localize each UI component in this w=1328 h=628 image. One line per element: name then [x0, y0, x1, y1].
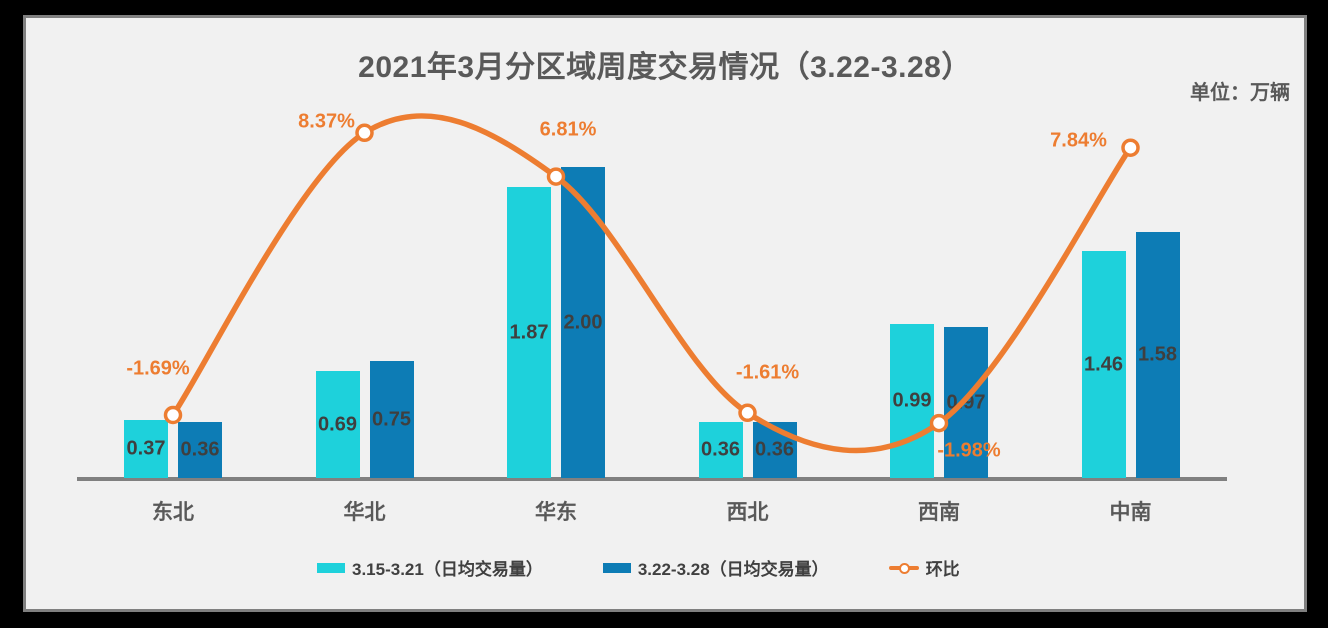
line-point-2 [546, 167, 566, 186]
legend-item-ratio: 环比 [888, 555, 960, 580]
category-label-1: 华北 [343, 501, 386, 524]
week2-swatch-icon [602, 562, 631, 573]
week1-swatch-icon [317, 562, 345, 573]
bar-value-label: 0.36 [755, 438, 794, 461]
line-point-0 [163, 405, 183, 425]
legend-item-week2: 3.22-3.28（日均交易量） [602, 555, 829, 580]
legend-label: 3.15-3.21（日均交易量） [352, 560, 543, 579]
bar-week2-1 [369, 361, 414, 478]
bar-value-label: 0.99 [892, 389, 932, 412]
unit-label: 单位：万辆 [1190, 82, 1290, 104]
bar-week1-1 [315, 371, 360, 478]
x-axis-line [77, 477, 1227, 481]
bar-week1-4 [890, 324, 934, 478]
chart-title: 2021年3月分区域周度交易情况（3.22-3.28） [358, 51, 972, 84]
line-point-4 [929, 413, 949, 433]
category-label-3: 西北 [726, 501, 769, 524]
pct-label-3: -1.61% [735, 361, 800, 384]
legend-item-week1: 3.15-3.21（日均交易量） [317, 555, 543, 580]
pct-label-1: 8.37% [298, 110, 355, 133]
bar-value-label: 2.00 [563, 311, 603, 333]
legend-label: 3.22-3.28（日均交易量） [637, 560, 829, 579]
pct-label-2: 6.81% [539, 118, 597, 141]
category-label-0: 东北 [152, 501, 194, 524]
line-point-5 [1121, 138, 1140, 157]
bar-week1-0 [124, 420, 168, 478]
line-point-1 [355, 123, 374, 143]
category-label-5: 中南 [1109, 501, 1152, 524]
bar-week1-2 [507, 187, 551, 478]
pct-label-0: -1.69% [126, 357, 190, 380]
category-label-2: 华东 [535, 501, 577, 524]
bar-week2-5 [1135, 232, 1180, 478]
bar-week1-5 [1081, 251, 1126, 478]
pct-label-4: -1.98% [937, 439, 1001, 462]
bar-value-label: 0.69 [318, 413, 357, 435]
bar-value-label: 1.46 [1084, 353, 1123, 375]
bar-week2-0 [178, 422, 222, 478]
legend: 3.15-3.21（日均交易量） 3.22-3.28（日均交易量） 环比 [317, 555, 960, 580]
pct-label-5: 7.84% [1050, 129, 1107, 152]
legend-label: 环比 [925, 560, 960, 579]
bar-value-label: 0.75 [372, 408, 411, 430]
bar-value-label: 1.87 [509, 321, 549, 343]
bar-value-label: 1.58 [1138, 343, 1177, 366]
line-point-3 [738, 403, 757, 423]
chart-canvas: 2021年3月分区域周度交易情况（3.22-3.28） 单位：万辆 0.37 0.… [23, 15, 1307, 612]
bar-value-label: 0.37 [126, 437, 166, 460]
category-label-4: 西南 [918, 501, 960, 524]
ratio-line [163, 113, 1140, 454]
bar-week1-3 [698, 422, 743, 478]
bar-value-label: 0.36 [180, 438, 220, 461]
line-marker-icon [888, 562, 919, 574]
bar-value-label: 0.36 [701, 438, 740, 461]
